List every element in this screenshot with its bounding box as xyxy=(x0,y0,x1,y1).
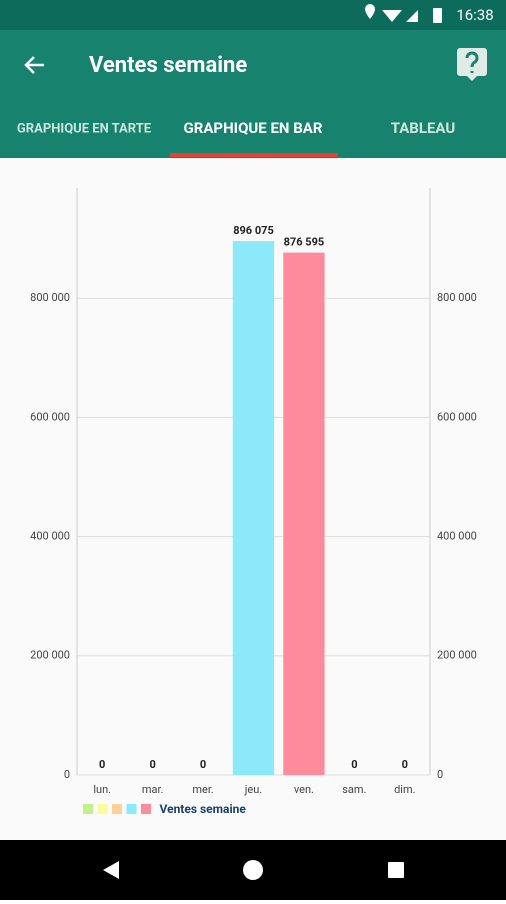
nav-back[interactable] xyxy=(103,861,119,879)
value-label: 0 xyxy=(351,758,357,771)
legend-swatch xyxy=(112,804,122,814)
status-bar xyxy=(0,0,506,30)
legend-swatch xyxy=(97,804,108,814)
help-button[interactable] xyxy=(457,48,487,81)
nav-recents[interactable] xyxy=(388,862,404,878)
value-label: 0 xyxy=(149,758,155,771)
tab-indicator xyxy=(170,153,338,157)
x-tick-label: dim. xyxy=(394,783,416,796)
x-tick-label: mer. xyxy=(192,783,214,796)
legend-label: Ventes semaine xyxy=(160,802,247,816)
location-icon xyxy=(365,4,375,19)
tab-selected[interactable]: GRAPHIQUE EN BAR xyxy=(184,119,323,137)
value-label: 0 xyxy=(200,758,206,771)
chart: 0 0 200 000 200 000 400 000 400 000 600 000 600… xyxy=(30,188,477,816)
x-tick-label: sam. xyxy=(342,783,366,796)
y2-tick-label: 800 000 xyxy=(437,291,477,304)
bar xyxy=(283,252,325,775)
value-label: 896 075 xyxy=(233,224,274,237)
y-tick-label: 0 xyxy=(64,768,70,781)
x-tick-label: lun. xyxy=(93,783,111,796)
status-time: 16:38 xyxy=(456,6,493,24)
tab[interactable]: GRAPHIQUE EN TARTE xyxy=(17,121,152,136)
y2-tick-label: 0 xyxy=(437,768,443,781)
y-tick-label: 200 000 xyxy=(30,649,70,662)
tab[interactable]: TABLEAU xyxy=(391,119,456,137)
y2-tick-label: 600 000 xyxy=(437,410,477,423)
y2-tick-label: 400 000 xyxy=(437,530,477,543)
app-title: Ventes semaine xyxy=(89,53,247,78)
x-tick-label: jeu. xyxy=(244,783,263,796)
y2-tick-label: 200 000 xyxy=(437,649,477,662)
y-tick-label: 400 000 xyxy=(30,530,70,543)
value-label: 0 xyxy=(99,758,105,771)
nav-home[interactable] xyxy=(243,860,263,880)
legend-swatch xyxy=(126,804,137,814)
bar xyxy=(232,240,275,775)
app-bar xyxy=(0,30,506,158)
x-tick-label: ven. xyxy=(294,783,314,796)
y-tick-label: 800 000 xyxy=(30,291,70,304)
wifi-icon xyxy=(382,10,402,22)
legend-swatch xyxy=(83,804,93,814)
value-label: 876 595 xyxy=(284,236,325,249)
x-tick-label: mar. xyxy=(142,783,164,796)
signal-icon xyxy=(406,10,418,22)
back-button[interactable] xyxy=(24,56,44,74)
legend-swatch xyxy=(141,804,151,814)
battery-icon xyxy=(433,8,442,23)
y-tick-label: 600 000 xyxy=(30,410,70,423)
value-label: 0 xyxy=(402,758,408,771)
